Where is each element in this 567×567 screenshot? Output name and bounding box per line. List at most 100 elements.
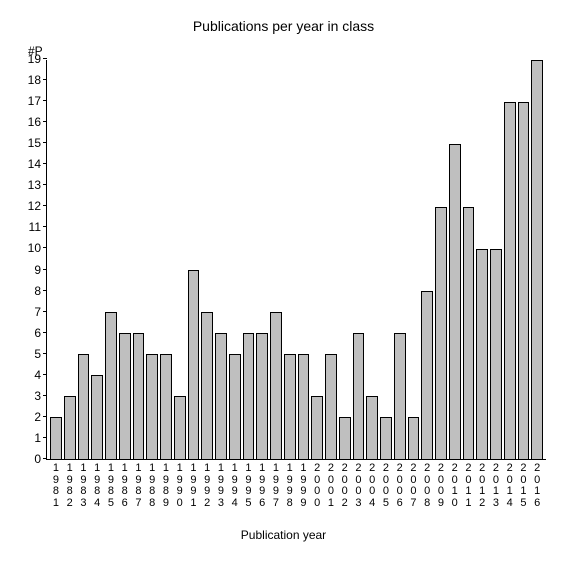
y-tick-mark	[43, 311, 47, 312]
x-tick-label: 2010	[449, 459, 461, 509]
x-tick-label: 2009	[435, 459, 447, 509]
bar	[243, 333, 255, 459]
y-tick-mark	[43, 226, 47, 227]
x-tick-label: 1989	[160, 459, 172, 509]
y-tick-mark	[43, 142, 47, 143]
x-tick-label: 1987	[133, 459, 145, 509]
bar	[366, 396, 378, 459]
bar	[380, 417, 392, 459]
bar	[435, 207, 447, 459]
y-tick-label: 15	[28, 136, 47, 150]
bar	[133, 333, 145, 459]
bar	[353, 333, 365, 459]
bar	[201, 312, 213, 459]
x-tick-label: 2005	[380, 459, 392, 509]
y-tick-mark	[43, 437, 47, 438]
bar	[463, 207, 475, 459]
y-tick-mark	[43, 121, 47, 122]
x-tick-label: 2003	[353, 459, 365, 509]
x-tick-label: 2004	[366, 459, 378, 509]
x-tick-label: 1993	[215, 459, 227, 509]
x-tick-label: 1998	[284, 459, 296, 509]
x-tick-label: 1988	[146, 459, 158, 509]
x-tick-label: 2012	[476, 459, 488, 509]
y-tick-label: 1	[34, 431, 47, 445]
chart-container: Publications per year in class #P 198119…	[0, 0, 567, 567]
bar	[50, 417, 62, 459]
bar	[64, 396, 76, 459]
bar	[146, 354, 158, 459]
x-tick-label: 2013	[490, 459, 502, 509]
bar	[518, 102, 530, 459]
y-tick-mark	[43, 416, 47, 417]
y-tick-label: 3	[34, 389, 47, 403]
x-tick-label: 1982	[64, 459, 76, 509]
x-tick-label: 1997	[270, 459, 282, 509]
y-tick-label: 10	[28, 241, 47, 255]
bar	[339, 417, 351, 459]
bar	[105, 312, 117, 459]
y-tick-mark	[43, 79, 47, 80]
y-tick-mark	[43, 58, 47, 59]
y-tick-label: 7	[34, 305, 47, 319]
plot-area: 1981198219831984198519861987198819891990…	[46, 60, 546, 460]
x-tick-label: 1994	[229, 459, 241, 509]
bar	[394, 333, 406, 459]
x-tick-label: 1996	[256, 459, 268, 509]
x-tick-label: 2014	[504, 459, 516, 509]
bar	[256, 333, 268, 459]
x-tick-label: 2002	[339, 459, 351, 509]
y-tick-label: 17	[28, 94, 47, 108]
x-tick-label: 2008	[421, 459, 433, 509]
x-tick-label: 1990	[174, 459, 186, 509]
bar	[311, 396, 323, 459]
bar	[531, 60, 543, 459]
y-tick-mark	[43, 205, 47, 206]
y-tick-label: 16	[28, 115, 47, 129]
x-tick-label: 1995	[243, 459, 255, 509]
y-tick-mark	[43, 100, 47, 101]
y-tick-mark	[43, 374, 47, 375]
bars-group	[47, 60, 546, 459]
bar	[284, 354, 296, 459]
x-tick-label: 1999	[298, 459, 310, 509]
chart-title: Publications per year in class	[0, 18, 567, 34]
y-tick-label: 0	[34, 452, 47, 466]
y-tick-mark	[43, 458, 47, 459]
bar	[229, 354, 241, 459]
bar	[325, 354, 337, 459]
x-ticks-group: 1981198219831984198519861987198819891990…	[47, 459, 546, 509]
bar	[476, 249, 488, 459]
bar	[188, 270, 200, 459]
y-tick-label: 11	[29, 220, 47, 234]
x-tick-label: 1986	[119, 459, 131, 509]
y-tick-label: 19	[28, 52, 47, 66]
x-tick-label: 2016	[531, 459, 543, 509]
x-axis-label: Publication year	[0, 528, 567, 542]
y-tick-label: 9	[34, 263, 47, 277]
bar	[421, 291, 433, 459]
bar	[504, 102, 516, 459]
x-tick-label: 1981	[50, 459, 62, 509]
y-tick-mark	[43, 353, 47, 354]
y-tick-mark	[43, 332, 47, 333]
y-tick-label: 6	[34, 326, 47, 340]
bar	[408, 417, 420, 459]
y-tick-label: 18	[28, 73, 47, 87]
y-tick-label: 14	[28, 157, 47, 171]
bar	[174, 396, 186, 459]
y-tick-label: 4	[34, 368, 47, 382]
x-tick-label: 2011	[463, 459, 475, 509]
bar	[298, 354, 310, 459]
bar	[160, 354, 172, 459]
y-tick-label: 8	[34, 284, 47, 298]
y-tick-mark	[43, 269, 47, 270]
y-tick-mark	[43, 290, 47, 291]
y-tick-label: 5	[34, 347, 47, 361]
x-tick-label: 2001	[325, 459, 337, 509]
y-tick-label: 12	[28, 199, 47, 213]
bar	[91, 375, 103, 459]
y-tick-mark	[43, 163, 47, 164]
y-tick-mark	[43, 184, 47, 185]
y-tick-mark	[43, 247, 47, 248]
